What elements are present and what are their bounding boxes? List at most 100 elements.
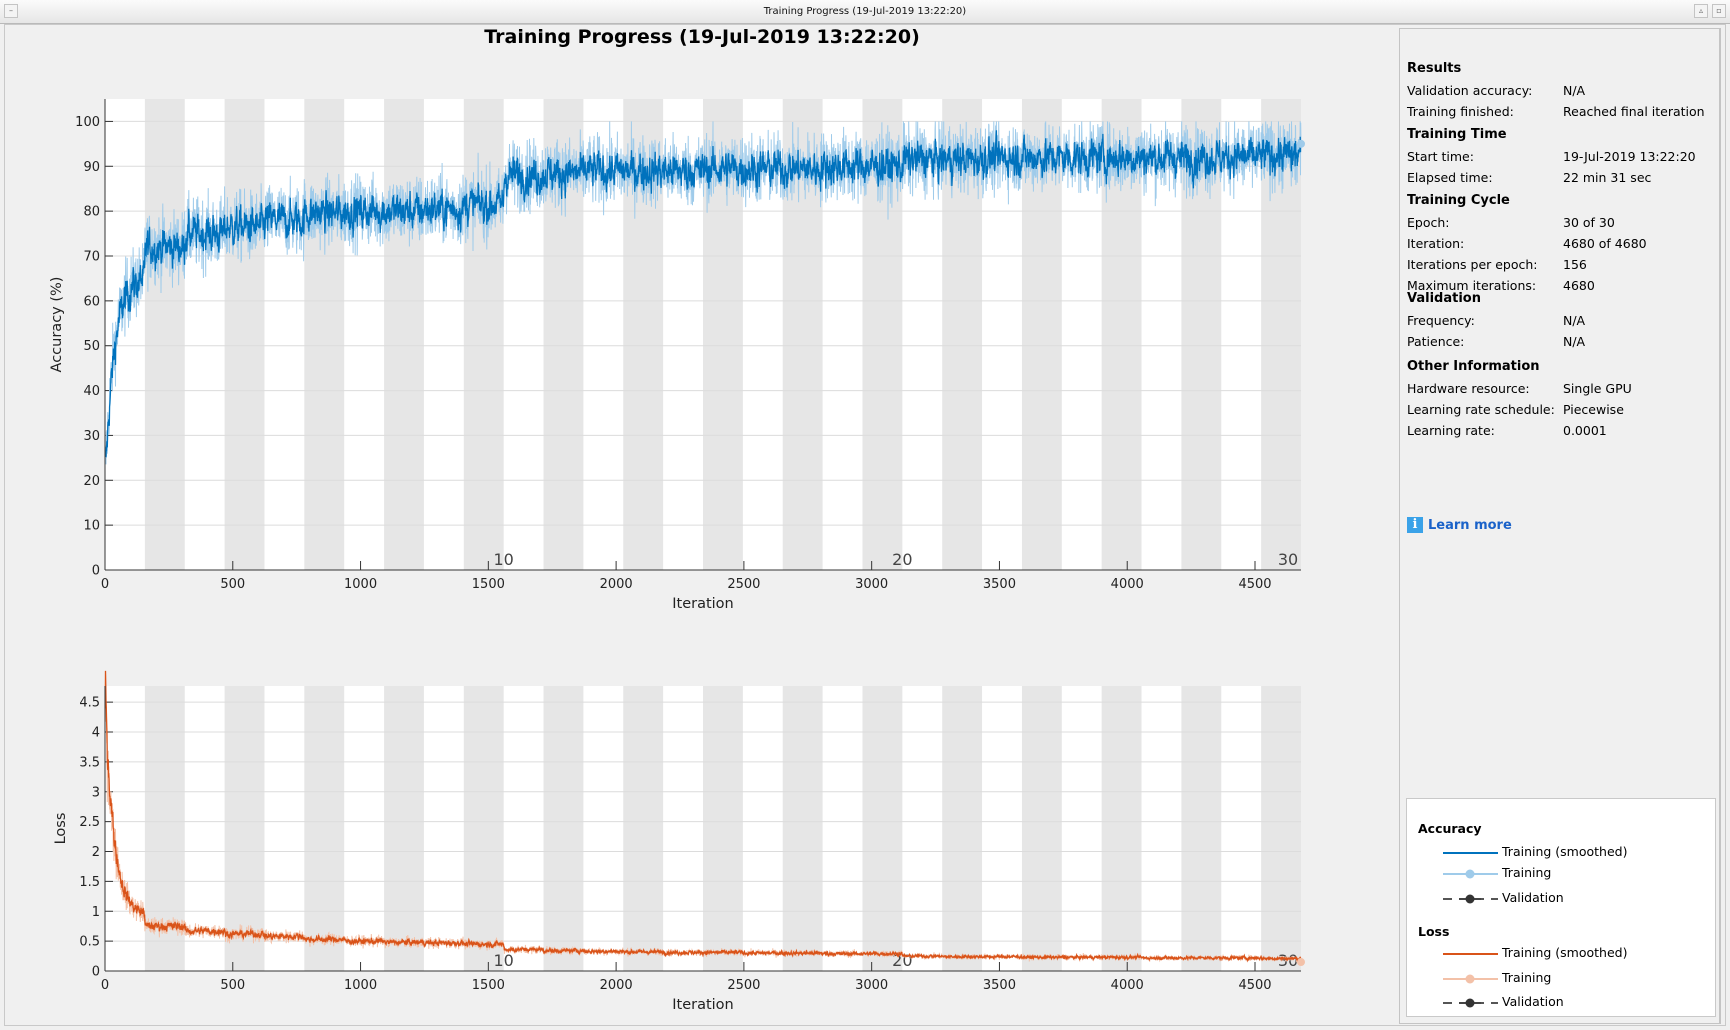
y-tick-label: 40 — [83, 384, 100, 399]
info-label: Training finished: — [1407, 104, 1514, 119]
learn-more-label: Learn more — [1428, 517, 1512, 533]
epoch-shade — [1101, 686, 1142, 971]
main-title: Training Progress (19-Jul-2019 13:22:20) — [484, 26, 920, 48]
info-label: Iterations per epoch: — [1407, 257, 1538, 272]
info-value: 30 of 30 — [1563, 215, 1615, 230]
figure-frame — [4, 24, 1726, 1026]
epoch-shade — [304, 686, 345, 971]
legend-heading: Accuracy — [1418, 821, 1482, 836]
x-tick-label: 2000 — [600, 978, 633, 993]
x-tick-label: 3500 — [983, 577, 1016, 592]
x-tick-label: 3500 — [983, 978, 1016, 993]
y-tick-label: 60 — [83, 294, 100, 309]
epoch-shade — [304, 99, 345, 570]
epoch-shade — [463, 99, 504, 570]
series-training-smoothed — [104, 670, 1302, 963]
epoch-shade — [384, 686, 424, 971]
legend-line-icon — [1443, 974, 1498, 984]
epoch-shade — [703, 686, 743, 971]
section-heading-results: Results — [1407, 61, 1462, 76]
info-label: Learning rate: — [1407, 423, 1495, 438]
y-tick-label: 20 — [83, 474, 100, 489]
y-tick-label: 30 — [83, 429, 100, 444]
epoch-shade — [862, 686, 903, 971]
info-value: 0.0001 — [1563, 423, 1607, 438]
final-point-marker — [1297, 958, 1305, 967]
x-tick-label: 0 — [101, 577, 109, 592]
x-tick-label: 1000 — [344, 978, 377, 993]
series-training-smoothed — [104, 130, 1302, 458]
x-tick-label: 500 — [220, 577, 245, 592]
legend-line-icon — [1443, 998, 1498, 1008]
x-tick-label: 4000 — [1111, 577, 1144, 592]
legend: Accuracy Training (smoothed) Training Valid… — [1406, 798, 1716, 1017]
y-tick-label: 3 — [92, 785, 100, 800]
learn-more-link[interactable]: i Learn more — [1407, 517, 1512, 533]
info-label: Start time: — [1407, 149, 1474, 164]
legend-label: Training (smoothed) — [1502, 945, 1628, 960]
info-value: 22 min 31 sec — [1563, 170, 1652, 185]
epoch-shade — [543, 686, 584, 971]
y-axis-label: Loss — [53, 813, 69, 845]
epoch-label: 10 — [493, 550, 513, 569]
x-tick-label: 3000 — [855, 577, 888, 592]
y-tick-label: 0.5 — [79, 935, 100, 950]
window-menu-button[interactable]: – — [4, 4, 18, 18]
x-tick-label: 4500 — [1238, 978, 1271, 993]
legend-heading: Loss — [1418, 924, 1450, 939]
info-label: Maximum iterations: — [1407, 278, 1537, 293]
info-label: Patience: — [1407, 334, 1465, 349]
info-label: Frequency: — [1407, 313, 1475, 328]
window-titlebar: – Training Progress (19-Jul-2019 13:22:2… — [0, 0, 1730, 24]
info-value: N/A — [1563, 83, 1586, 98]
epoch-shade — [1181, 686, 1222, 971]
info-label: Elapsed time: — [1407, 170, 1493, 185]
x-tick-label: 500 — [220, 978, 245, 993]
info-value: 4680 — [1563, 278, 1595, 293]
epoch-shade — [782, 686, 823, 971]
loss-axes: 0 0.5 1 1.5 2 2.5 3 3.5 4 4.5 0 500 1000 1500 2000 2500… — [53, 670, 1305, 1013]
epoch-shade — [623, 686, 664, 971]
legend-label: Training — [1502, 865, 1552, 880]
plots-area: Training Progress (19-Jul-2019 13:22:20)… — [49, 26, 1305, 1013]
x-tick-label: 1000 — [344, 577, 377, 592]
y-tick-label: 2.5 — [79, 815, 100, 830]
info-label: Hardware resource: — [1407, 381, 1530, 396]
epoch-shade — [463, 686, 504, 971]
window-maximize-button[interactable]: ▫ — [1712, 4, 1726, 18]
info-value: Single GPU — [1563, 381, 1632, 396]
y-tick-label: 1.5 — [79, 875, 100, 890]
window-minimize-button[interactable]: ▵ — [1694, 4, 1708, 18]
info-value: N/A — [1563, 313, 1586, 328]
y-tick-label: 0 — [92, 564, 100, 579]
epoch-shade — [1261, 686, 1301, 971]
epoch-shade — [942, 99, 983, 570]
epoch-shade — [144, 99, 185, 570]
x-tick-label: 1500 — [472, 577, 505, 592]
x-tick-label: 3000 — [855, 978, 888, 993]
x-tick-label: 2000 — [600, 577, 633, 592]
info-icon: i — [1407, 517, 1423, 533]
y-tick-label: 2 — [92, 845, 100, 860]
y-tick-label: 1 — [92, 905, 100, 920]
x-tick-label: 0 — [101, 978, 109, 993]
y-tick-label: 3.5 — [79, 755, 100, 770]
final-point-marker — [1297, 139, 1305, 148]
epoch-shade — [942, 686, 983, 971]
legend-label: Validation — [1502, 890, 1564, 905]
x-tick-label: 1500 — [472, 978, 505, 993]
y-tick-label: 80 — [83, 205, 100, 220]
info-label: Epoch: — [1407, 215, 1450, 230]
epoch-label: 30 — [1278, 550, 1298, 569]
section-heading-other: Other Information — [1407, 359, 1540, 374]
info-label: Validation accuracy: — [1407, 83, 1533, 98]
section-heading-training_time: Training Time — [1407, 127, 1507, 142]
y-tick-label: 50 — [83, 339, 100, 354]
legend-line-icon — [1443, 852, 1498, 854]
info-value: N/A — [1563, 334, 1586, 349]
window-title: Training Progress (19-Jul-2019 13:22:20) — [763, 6, 967, 17]
epoch-label: 10 — [493, 951, 513, 970]
y-tick-label: 70 — [83, 250, 100, 265]
epoch-shade — [1021, 686, 1062, 971]
